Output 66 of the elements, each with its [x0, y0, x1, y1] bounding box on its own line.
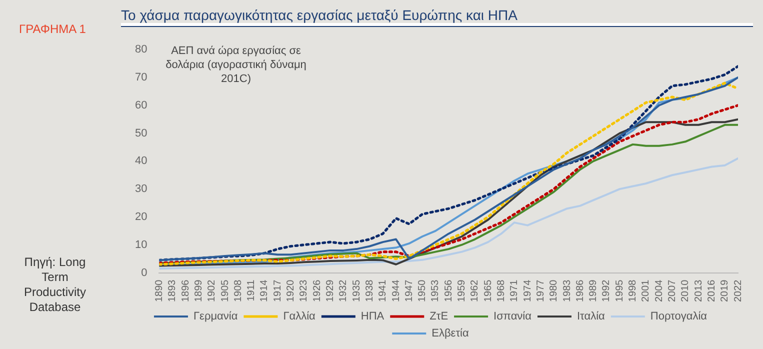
x-tick-label: 1995 — [614, 279, 626, 302]
x-tick-label: 1929 — [324, 279, 336, 302]
x-tick-label: 1923 — [298, 279, 310, 302]
x-tick-label: 2004 — [654, 279, 665, 302]
x-tick-label: 1962 — [470, 279, 481, 302]
y-tick-label: 80 — [134, 44, 148, 56]
x-tick-label: 1941 — [378, 279, 389, 302]
y-tick-label: 50 — [134, 127, 148, 140]
legend-label: Πορτογαλία — [650, 310, 708, 323]
text: Πηγή: Long Term Productivity Database — [22, 255, 88, 315]
x-tick-label: 1899 — [193, 279, 204, 302]
legend-label: ΖτΕ — [430, 310, 448, 323]
x-tick-label: 1893 — [167, 279, 178, 302]
y-tick-label: 40 — [134, 155, 148, 168]
x-tick-label: 1935 — [351, 279, 362, 302]
x-tick-label: 1908 — [232, 279, 244, 302]
y-tick-label: 70 — [134, 72, 148, 84]
x-tick-label: 2019 — [720, 279, 731, 302]
x-tick-label: 1905 — [220, 279, 231, 302]
legend-label: Ιταλία — [576, 310, 606, 323]
x-tick-label: 2001 — [640, 279, 652, 302]
x-tick-label: 1917 — [272, 279, 284, 302]
x-tick-label: 1953 — [430, 279, 442, 302]
x-tick-label: 1956 — [443, 279, 454, 302]
x-tick-label: 1947 — [404, 279, 415, 302]
x-tick-label: 1914 — [259, 279, 270, 302]
x-tick-label: 2007 — [666, 279, 678, 302]
chart-title: Το χάσμα παραγωγικότητας εργασίας μεταξύ Ευρώπης και ΗΠΑ — [121, 7, 753, 27]
y-tick-label: 10 — [134, 238, 148, 251]
x-tick-label: 2016 — [706, 279, 718, 302]
legend-label: Ελβετία — [432, 328, 470, 340]
legend-label: Ισπανία — [494, 310, 532, 323]
x-tick-label: 1965 — [482, 279, 494, 302]
y-tick-label: 0 — [141, 266, 148, 279]
x-tick-label: 1896 — [180, 279, 192, 302]
y-tick-label: 60 — [134, 99, 148, 112]
legend-label: ΗΠΑ — [360, 310, 385, 323]
x-tick-label: 2013 — [693, 279, 704, 302]
x-tick-label: 1902 — [206, 279, 218, 302]
x-tick-label: 1920 — [286, 279, 297, 302]
x-tick-label: 1968 — [496, 279, 507, 302]
y-tick-label: 20 — [134, 210, 148, 223]
text: ΓΡΑΦΗΜΑ 1 — [18, 22, 87, 36]
x-tick-label: 1998 — [628, 279, 639, 302]
x-tick-label: 1983 — [562, 279, 573, 302]
x-tick-label: 1950 — [417, 279, 428, 302]
x-tick-label: 1992 — [601, 279, 612, 302]
x-tick-label: 1989 — [588, 279, 600, 302]
legend-label: Γερμανία — [193, 310, 238, 323]
x-tick-label: 1977 — [535, 279, 546, 302]
x-tick-label: 1974 — [522, 279, 534, 302]
x-tick-label: 2010 — [680, 279, 692, 302]
x-tick-label: 2022 — [732, 279, 744, 302]
y-axis-title: ΑΕΠ ανά ώρα εργασίας σε δολάρια (αγοραστική δύναμη 201C) — [164, 44, 308, 86]
x-tick-label: 1926 — [312, 279, 323, 302]
x-tick-label: 1911 — [246, 279, 258, 302]
legend-label: Γαλλία — [283, 310, 316, 323]
x-tick-label: 1944 — [390, 279, 402, 302]
x-tick-label: 1938 — [364, 279, 376, 302]
x-tick-label: 1932 — [338, 279, 350, 302]
x-tick-label: 1959 — [456, 279, 468, 302]
x-tick-label: 1971 — [509, 279, 520, 302]
x-tick-label: 1986 — [574, 279, 586, 302]
x-tick-label: 1890 — [154, 279, 165, 302]
x-tick-label: 1980 — [548, 279, 560, 302]
y-tick-label: 30 — [134, 183, 148, 196]
